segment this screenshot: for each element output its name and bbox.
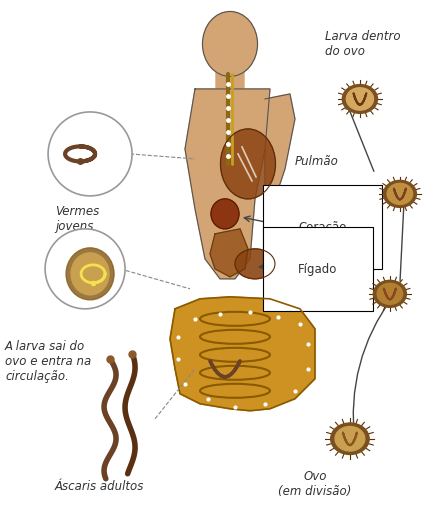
Text: Fígado: Fígado (298, 263, 337, 276)
Text: Larva dentro
do ovo: Larva dentro do ovo (325, 30, 401, 58)
Text: Áscaris adultos: Áscaris adultos (55, 479, 144, 492)
Polygon shape (265, 95, 295, 199)
Ellipse shape (377, 284, 403, 305)
Polygon shape (210, 229, 248, 277)
Ellipse shape (202, 13, 258, 77)
Ellipse shape (373, 281, 406, 308)
Ellipse shape (335, 427, 365, 451)
FancyBboxPatch shape (216, 70, 244, 94)
Ellipse shape (342, 85, 378, 114)
Ellipse shape (330, 423, 369, 454)
Ellipse shape (387, 184, 412, 205)
Circle shape (45, 229, 125, 309)
Ellipse shape (383, 181, 416, 208)
Ellipse shape (66, 248, 114, 300)
Text: Pulmão: Pulmão (295, 155, 339, 168)
Text: A larva sai do
ovo e entra na
circulação.: A larva sai do ovo e entra na circulação… (5, 339, 92, 382)
Text: Coração: Coração (298, 221, 346, 234)
Text: Ovo
(em divisão): Ovo (em divisão) (278, 469, 351, 497)
Ellipse shape (71, 254, 109, 295)
Circle shape (48, 113, 132, 196)
Ellipse shape (346, 88, 374, 111)
Polygon shape (170, 297, 315, 411)
Ellipse shape (221, 130, 276, 199)
Ellipse shape (235, 249, 275, 279)
Text: Vermes
jovens: Vermes jovens (55, 205, 99, 232)
Ellipse shape (211, 199, 239, 229)
Polygon shape (185, 90, 270, 279)
